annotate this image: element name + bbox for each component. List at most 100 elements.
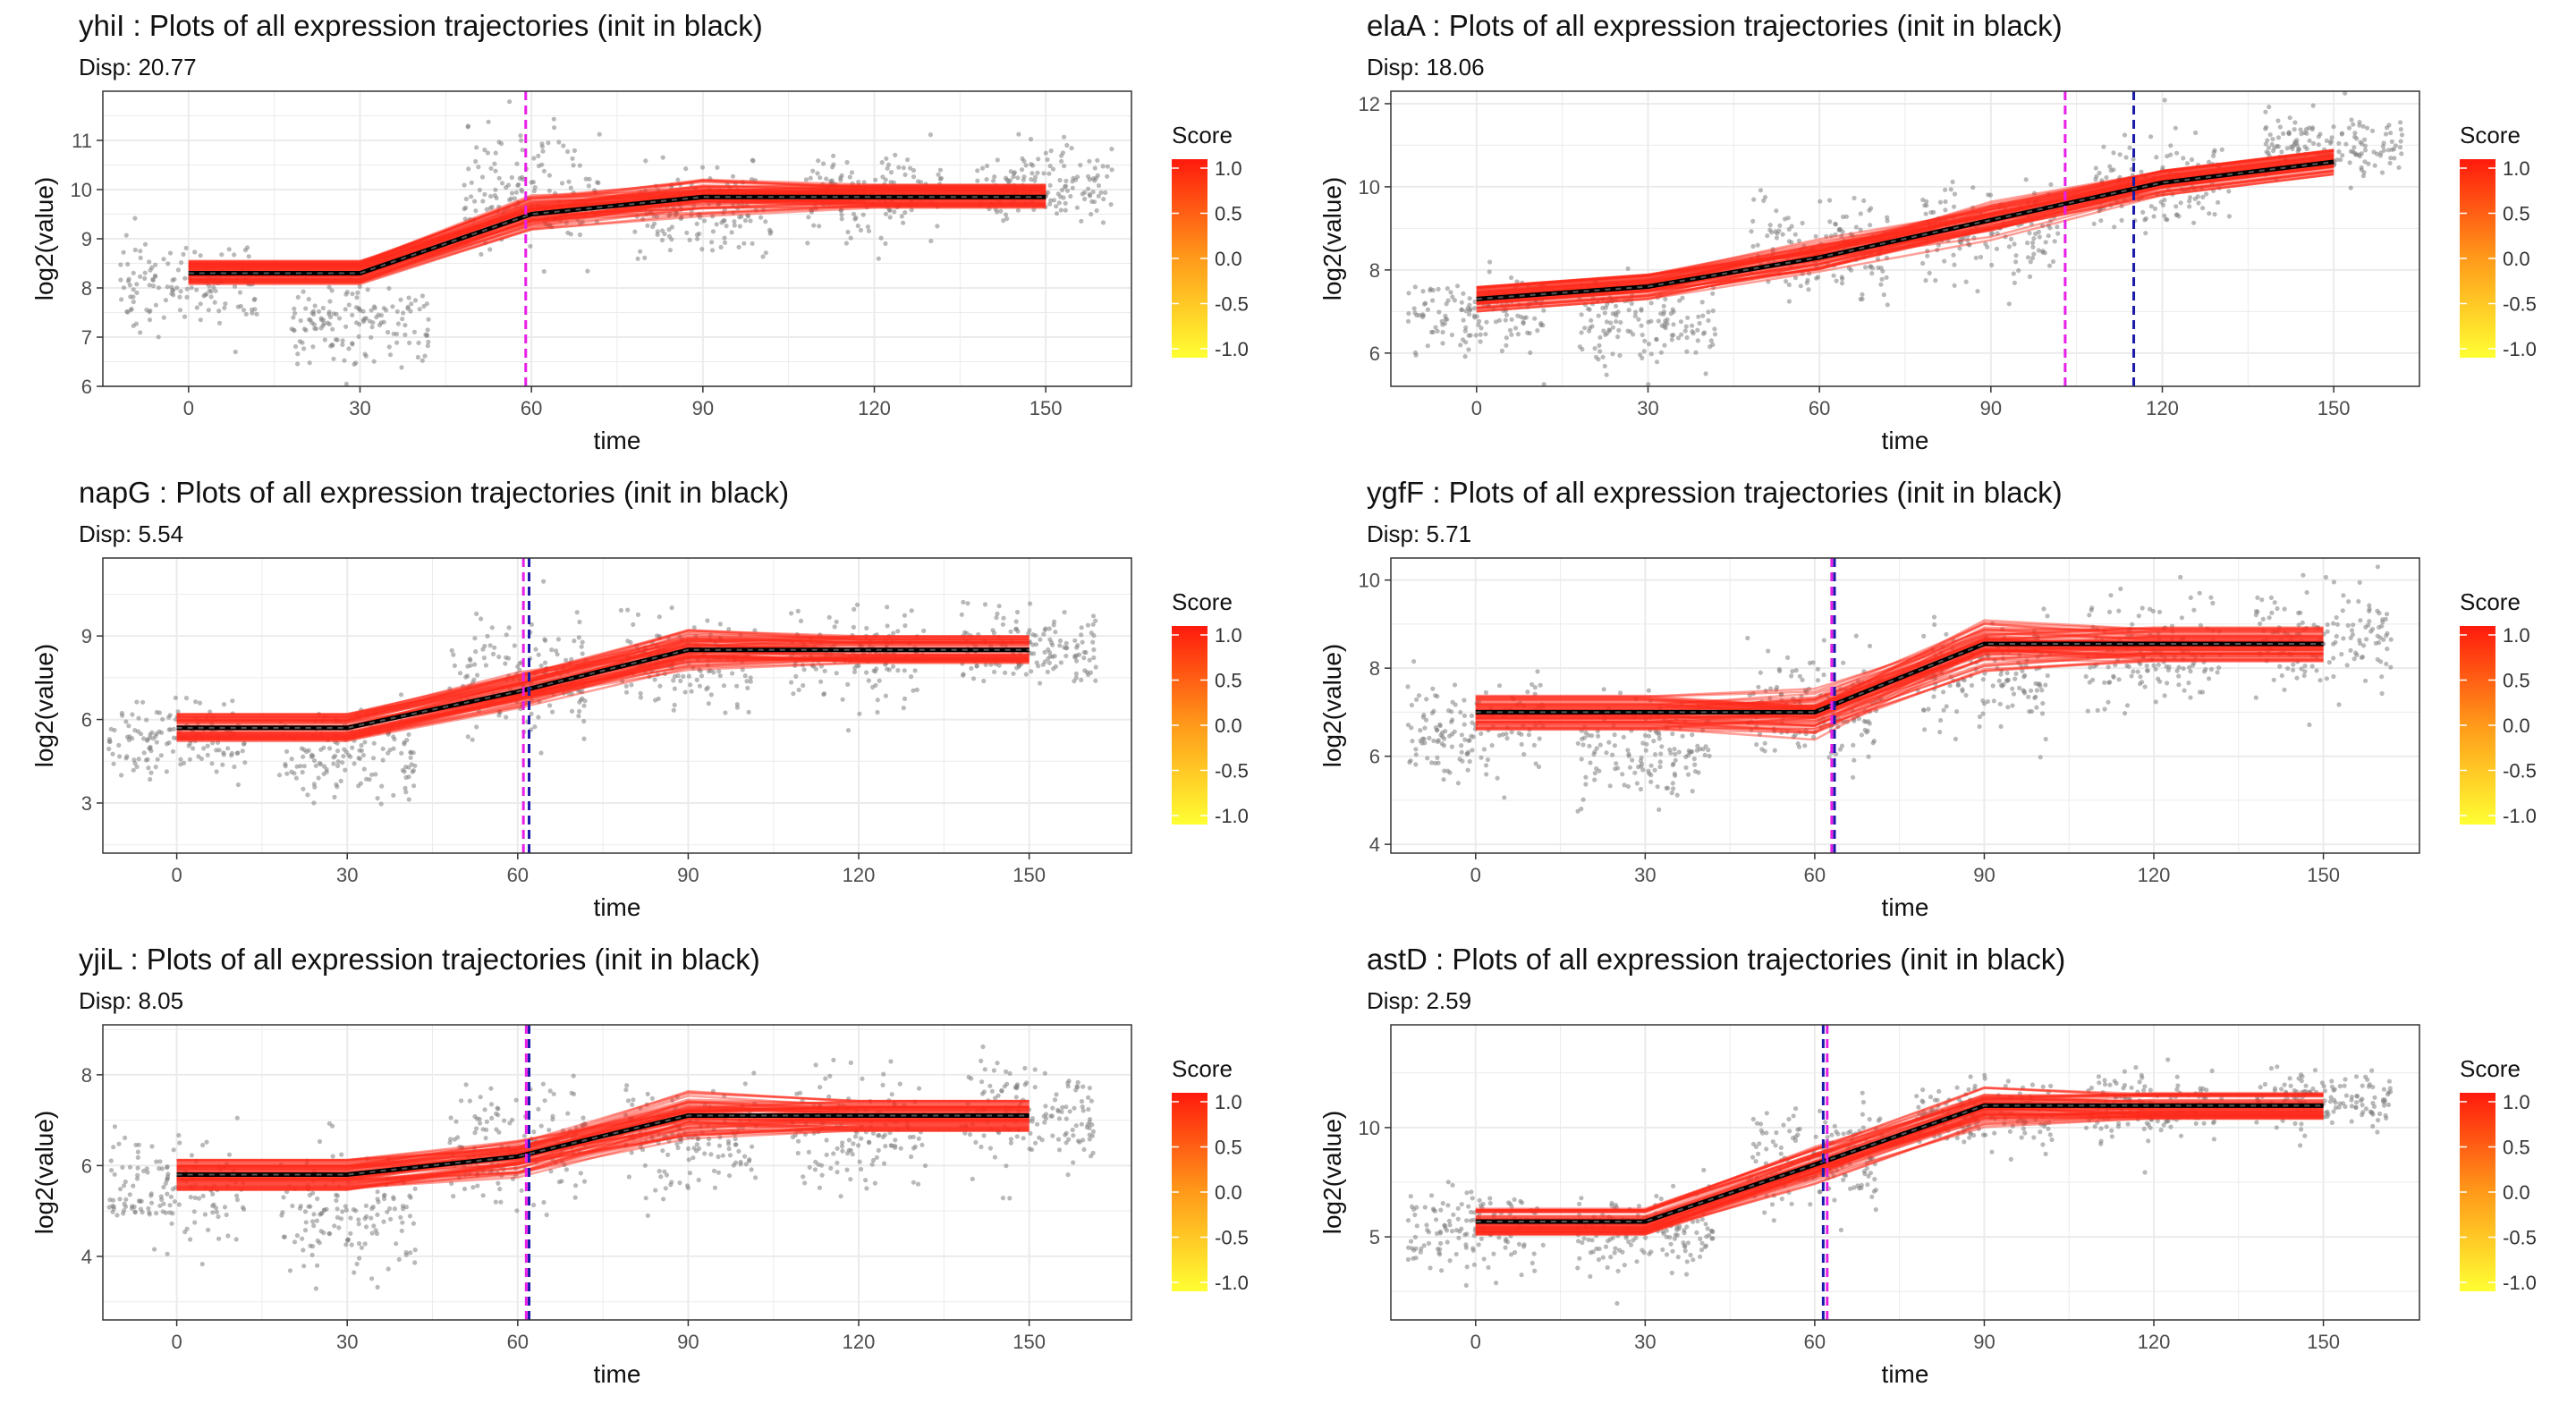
data-point (159, 1166, 165, 1171)
data-point (1610, 325, 1615, 330)
data-point (885, 623, 890, 629)
data-point (486, 119, 491, 124)
data-point (119, 297, 124, 302)
data-point (659, 237, 665, 243)
data-point (691, 1155, 696, 1161)
data-point (1043, 150, 1048, 156)
data-point (1595, 299, 1600, 304)
data-point (547, 1088, 553, 1094)
data-point (193, 699, 199, 705)
data-point (254, 264, 259, 269)
data-point (237, 290, 243, 295)
data-point (884, 156, 889, 161)
data-point (1583, 774, 1589, 780)
data-point (2386, 123, 2392, 128)
data-point (1648, 351, 1654, 357)
data-point (1954, 709, 1960, 715)
data-point (879, 160, 885, 165)
chart-subtitle: Disp: 5.54 (79, 520, 183, 547)
data-point (979, 165, 986, 171)
data-point (519, 138, 524, 143)
data-point (642, 1163, 648, 1168)
data-point (808, 175, 813, 181)
data-point (2398, 127, 2403, 132)
data-point (845, 728, 852, 733)
data-point (1931, 694, 1936, 699)
data-point (740, 180, 746, 185)
data-point (1430, 287, 1436, 293)
data-point (170, 1211, 175, 1216)
data-point (1424, 697, 1429, 702)
data-point (736, 244, 741, 250)
data-point (412, 1260, 418, 1265)
data-point (1784, 279, 1789, 284)
data-point (316, 775, 321, 781)
data-point (1000, 622, 1005, 627)
data-point (727, 185, 733, 190)
data-point (1479, 326, 1484, 331)
data-point (1631, 332, 1636, 337)
data-point (305, 792, 310, 798)
data-point (2153, 699, 2158, 705)
data-point (2038, 755, 2043, 760)
data-point (2279, 672, 2284, 679)
data-point (937, 182, 943, 187)
data-point (1088, 193, 1093, 199)
data-point (1706, 309, 1711, 315)
data-point (160, 1209, 165, 1214)
data-point (672, 702, 677, 707)
data-point (796, 687, 801, 693)
data-point (110, 1209, 115, 1214)
data-point (123, 719, 129, 724)
data-point (2361, 170, 2367, 175)
data-point (2197, 590, 2202, 596)
data-point (845, 229, 851, 235)
data-point (1504, 335, 1509, 341)
data-point (189, 1153, 194, 1158)
data-point (541, 168, 547, 173)
data-point (467, 216, 472, 222)
data-point (1007, 1196, 1013, 1201)
data-point (375, 796, 380, 801)
data-point (2357, 154, 2362, 159)
data-point (1969, 682, 1975, 688)
data-point (2215, 670, 2220, 675)
data-point (1073, 671, 1079, 676)
data-point (170, 1187, 175, 1192)
data-point (402, 332, 408, 337)
data-point (1870, 740, 1876, 746)
data-point (722, 207, 727, 212)
data-point (317, 1138, 323, 1145)
data-point (197, 700, 203, 706)
data-point (1679, 332, 1684, 337)
data-point (2095, 707, 2100, 713)
data-point (398, 692, 404, 698)
data-point (1092, 165, 1097, 171)
data-point (2029, 688, 2034, 693)
data-point (1440, 341, 1445, 346)
data-point (156, 285, 162, 291)
data-point (989, 201, 995, 207)
trajectory-line (188, 206, 1046, 285)
data-point (898, 1146, 903, 1151)
data-point (2201, 669, 2207, 674)
data-point (851, 624, 857, 630)
legend-label: 1.0 (2503, 157, 2530, 180)
data-point (1063, 200, 1068, 206)
data-point (119, 773, 124, 778)
data-point (361, 766, 367, 772)
data-point (2352, 134, 2358, 140)
data-point (2122, 132, 2128, 138)
data-point (2116, 608, 2122, 613)
data-point (423, 332, 428, 337)
data-point (2088, 664, 2093, 670)
data-point (521, 1133, 528, 1138)
data-point (1048, 198, 1054, 203)
data-point (2277, 664, 2283, 669)
data-point (111, 1197, 116, 1203)
data-point (1597, 742, 1603, 748)
data-point (858, 227, 864, 233)
data-point (386, 750, 391, 756)
data-point (538, 205, 544, 210)
data-point (408, 755, 413, 760)
